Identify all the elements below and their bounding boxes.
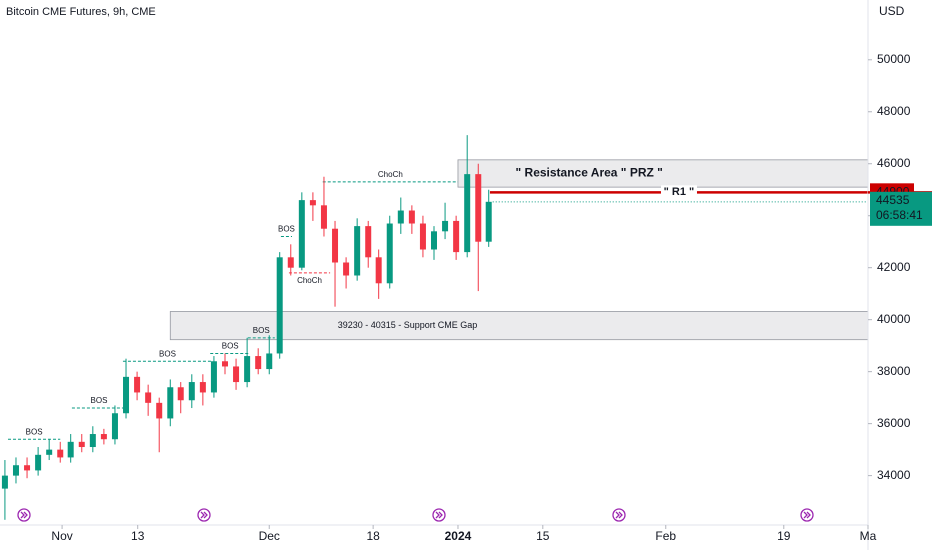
candle-body bbox=[464, 174, 471, 253]
x-tick-label: Ma bbox=[860, 529, 877, 543]
x-tick-label: Nov bbox=[51, 529, 72, 543]
candle-body bbox=[78, 441, 85, 448]
level-label: ChoCh bbox=[378, 170, 403, 179]
event-icons bbox=[17, 508, 814, 522]
candle-body bbox=[123, 376, 130, 414]
candle-body bbox=[233, 366, 240, 383]
candle-body bbox=[354, 226, 361, 276]
candle-body bbox=[111, 413, 118, 440]
candle-body bbox=[298, 200, 305, 268]
candle-body bbox=[167, 387, 174, 419]
y-tick-label: 36000 bbox=[877, 416, 911, 430]
candle-body bbox=[210, 361, 217, 393]
candle-body bbox=[244, 356, 251, 383]
candle-body bbox=[287, 257, 294, 268]
candle-body bbox=[276, 257, 283, 354]
level-label: BOS bbox=[159, 349, 176, 358]
x-tick-label: 2024 bbox=[445, 529, 472, 543]
candle-body bbox=[134, 376, 141, 393]
x-tick-label: 18 bbox=[366, 529, 380, 543]
candle-body bbox=[255, 356, 262, 370]
candle-body bbox=[67, 441, 74, 458]
candle-body bbox=[57, 449, 64, 458]
chart-title: Bitcoin CME Futures, 9h, CME bbox=[6, 6, 156, 18]
last-price-tag bbox=[870, 191, 932, 226]
candle-body bbox=[386, 223, 393, 284]
zone bbox=[169, 311, 868, 341]
candle-body bbox=[442, 220, 449, 232]
candle-body bbox=[309, 200, 316, 206]
x-tick-label: 19 bbox=[777, 529, 791, 543]
candle-body bbox=[199, 382, 206, 393]
candle-body bbox=[46, 449, 53, 455]
candle-body bbox=[266, 353, 273, 370]
y-tick-label: 34000 bbox=[877, 468, 911, 482]
y-tick-label: 42000 bbox=[877, 260, 911, 274]
zone-label: " Resistance Area " PRZ " bbox=[516, 166, 663, 180]
y-tick-label: 38000 bbox=[877, 364, 911, 378]
level-label: BOS bbox=[26, 427, 43, 436]
candle-body bbox=[145, 392, 152, 403]
y-tick-label: 40000 bbox=[877, 312, 911, 326]
candle-body bbox=[375, 257, 382, 284]
y-tick-label: 50000 bbox=[877, 52, 911, 66]
level-label: ChoCh bbox=[297, 276, 322, 285]
candle-body bbox=[475, 174, 482, 242]
candle-body bbox=[35, 454, 42, 471]
level-label: BOS bbox=[253, 326, 270, 335]
candle-body bbox=[177, 387, 184, 401]
zone-label: 39230 - 40315 - Support CME Gap bbox=[338, 320, 478, 330]
candle-body bbox=[320, 205, 327, 229]
candle-body bbox=[485, 201, 492, 242]
x-tick-label: 15 bbox=[536, 529, 550, 543]
level-label: BOS bbox=[222, 342, 239, 351]
x-tick-label: Feb bbox=[655, 529, 676, 543]
candle-body bbox=[431, 231, 437, 250]
candle-body bbox=[12, 465, 19, 476]
candle-body bbox=[365, 226, 372, 258]
y-tick-label: 46000 bbox=[877, 156, 911, 170]
level-label: BOS bbox=[91, 396, 108, 405]
r1-label: " R1 " bbox=[664, 186, 695, 198]
zone bbox=[457, 159, 868, 188]
candle-body bbox=[100, 434, 107, 440]
candle-body bbox=[397, 210, 404, 224]
candle-body bbox=[453, 220, 460, 253]
countdown: 06:58:41 bbox=[876, 208, 923, 222]
r1-label-bg bbox=[660, 185, 697, 199]
candle-body bbox=[332, 228, 339, 263]
candle-body bbox=[156, 402, 163, 419]
level-label: BOS bbox=[278, 225, 295, 234]
candle-body bbox=[1, 475, 8, 489]
candle-body bbox=[24, 465, 31, 471]
candle-body bbox=[419, 223, 426, 250]
candle-body bbox=[408, 210, 415, 224]
candle-body bbox=[89, 434, 96, 448]
x-tick-label: Dec bbox=[259, 529, 280, 543]
candle-body bbox=[343, 262, 350, 276]
candle-body bbox=[221, 361, 228, 367]
last-price: 44535 bbox=[876, 193, 910, 207]
plot-area: 39230 - 40315 - Support CME Gap " Resista… bbox=[1, 135, 868, 520]
x-tick-label: 13 bbox=[131, 529, 145, 543]
candle-body bbox=[188, 382, 195, 401]
y-tick-label: 48000 bbox=[877, 104, 911, 118]
currency: USD bbox=[879, 4, 905, 18]
